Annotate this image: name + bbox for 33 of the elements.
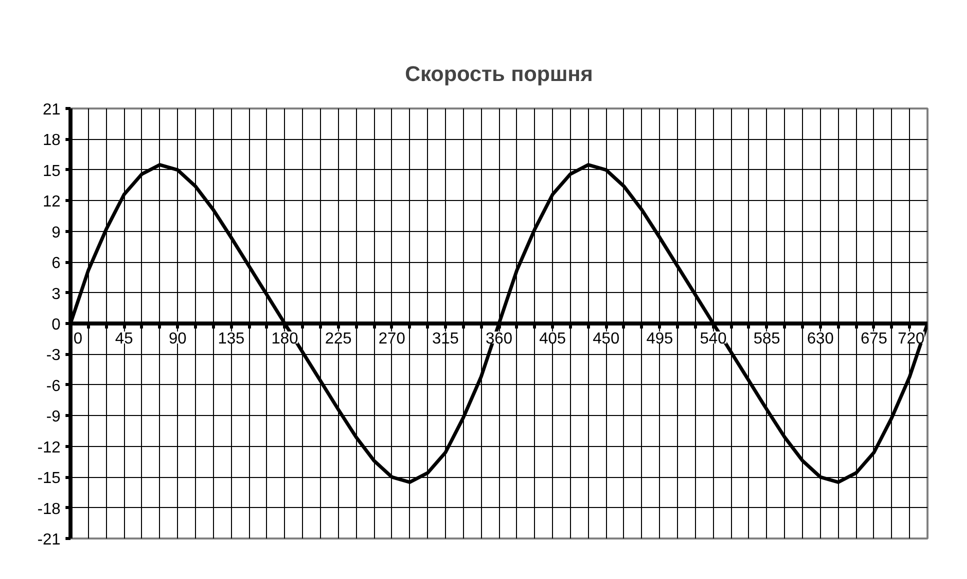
x-tick-label: 315	[432, 330, 459, 348]
y-tick-label: -21	[37, 532, 61, 548]
y-tick-label: 0	[52, 316, 61, 334]
y-tick-label: -12	[37, 439, 61, 456]
y-tick-label: 21	[42, 102, 61, 118]
y-tick-label: 3	[52, 286, 61, 303]
x-tick-label: 360	[486, 330, 512, 348]
x-tick-label: 450	[592, 330, 620, 348]
x-tick-label: 540	[700, 330, 727, 348]
y-tick-label: 6	[52, 255, 61, 272]
y-tick-label: -9	[46, 408, 61, 426]
x-tick-label: 675	[860, 330, 888, 348]
chart-title: Скорость поршня	[405, 62, 594, 86]
y-tick-label: 12	[42, 194, 61, 211]
y-tick-label: 9	[52, 224, 61, 242]
x-tick-label: 225	[324, 330, 352, 348]
x-tick-label: 90	[168, 330, 187, 348]
y-tick-label: -6	[46, 378, 61, 395]
x-tick-label: 630	[807, 330, 834, 348]
y-tick-label: -15	[37, 470, 61, 488]
x-tick-label: 0	[74, 330, 82, 348]
x-tick-label: 135	[218, 330, 245, 348]
y-tick-label: 18	[42, 132, 61, 150]
x-tick-label: 720	[898, 330, 925, 348]
y-tick-label: -18	[37, 500, 61, 518]
x-tick-label: 45	[115, 330, 134, 348]
y-tick-label: 15	[42, 162, 61, 180]
x-tick-label: 180	[271, 330, 298, 348]
x-tick-label: 495	[646, 330, 674, 348]
x-tick-label: 585	[753, 330, 780, 348]
y-tick-label: -3	[46, 347, 61, 364]
x-tick-label: 270	[378, 330, 406, 348]
x-tick-label: 405	[539, 330, 566, 348]
